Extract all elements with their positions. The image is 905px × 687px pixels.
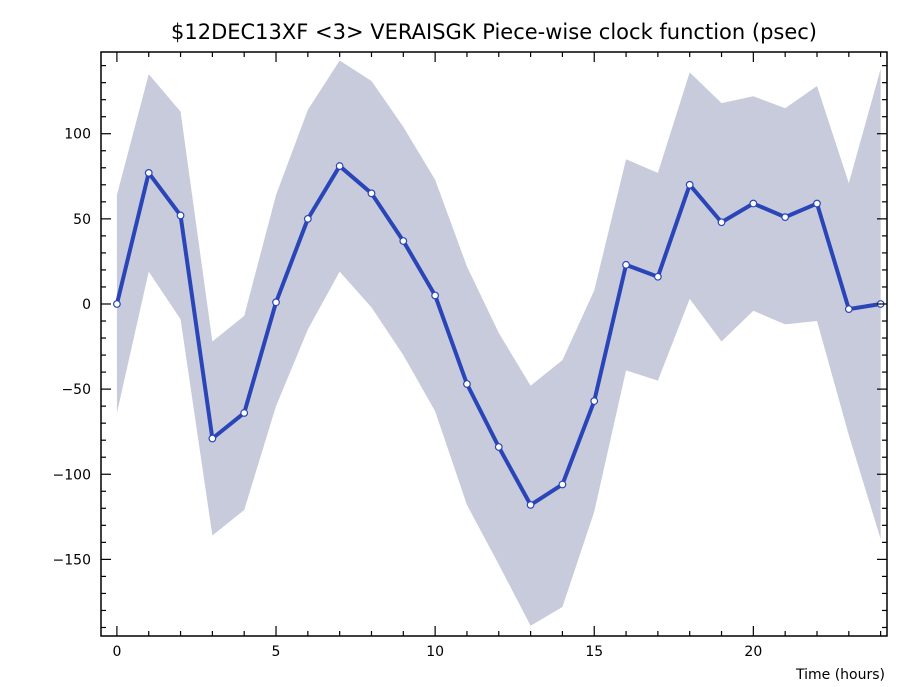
data-point	[208, 434, 217, 443]
data-point	[176, 211, 185, 220]
data-point	[749, 199, 758, 208]
data-point	[367, 189, 376, 198]
x-tick-label: 20	[744, 644, 762, 660]
data-point-layer	[113, 162, 885, 509]
data-point	[813, 199, 821, 208]
y-tick-label: −50	[61, 382, 91, 398]
data-point	[844, 305, 853, 314]
data-point	[272, 298, 280, 307]
plot-frame	[100, 51, 888, 637]
y-tick-label: 0	[82, 297, 91, 313]
data-point	[335, 162, 344, 170]
x-tick-label: 5	[272, 644, 281, 660]
x-tick-label: 15	[585, 644, 603, 660]
y-tick-label: 50	[73, 212, 91, 228]
data-point	[431, 291, 440, 300]
data-point	[717, 218, 726, 227]
data-point	[653, 272, 662, 281]
data-point	[144, 168, 153, 177]
data-point	[685, 180, 694, 189]
confidence-band-layer	[116, 60, 881, 626]
data-point	[303, 214, 312, 223]
data-point	[463, 380, 471, 388]
data-point	[558, 480, 567, 489]
x-tick-label: 10	[426, 644, 444, 660]
data-point	[240, 409, 249, 417]
y-tick-label: −150	[53, 552, 91, 568]
data-point	[590, 397, 599, 405]
data-point	[494, 443, 503, 451]
data-point	[399, 237, 408, 245]
x-axis-label: Time (hours)	[795, 667, 885, 683]
data-point	[622, 260, 630, 269]
data-point	[781, 213, 790, 222]
x-tick-label: 0	[112, 644, 121, 660]
data-point	[113, 300, 121, 308]
axes: 0 5 10 15 20 −150 −100 −50 0 50 100	[53, 51, 888, 660]
error-band	[116, 60, 881, 626]
y-tick-label: 100	[64, 127, 91, 143]
y-tick-label: −100	[53, 467, 91, 483]
chart-title: $12DEC13XF <3> VERAISGK Piece-wise clock…	[171, 20, 817, 44]
data-point	[526, 501, 535, 509]
